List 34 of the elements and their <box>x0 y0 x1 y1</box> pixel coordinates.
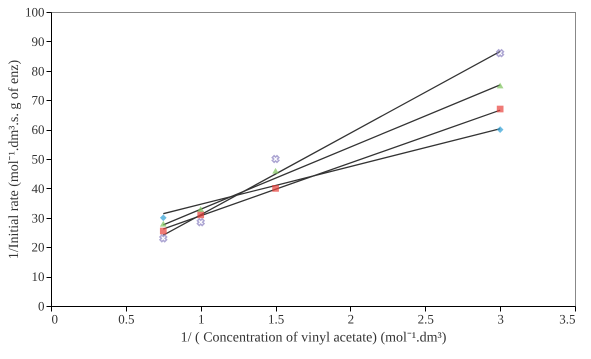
x-tick-label: 2 <box>348 312 354 326</box>
y-tick-label: 70 <box>32 92 44 108</box>
point <box>159 234 168 242</box>
y-tick-label: 50 <box>32 152 44 166</box>
point <box>496 49 504 58</box>
x-tick-label: 2.5 <box>418 312 434 326</box>
point <box>160 220 167 227</box>
x-axis-title: 1/ ( Concentration of vinyl acetate) (mol⁻¹.dm³) <box>180 330 447 346</box>
x-tick-label: 3 <box>497 312 504 326</box>
y-tick-label: 40 <box>32 180 44 196</box>
y-tick-label: 100 <box>25 4 44 20</box>
x-tick-label: 3.5 <box>559 312 576 326</box>
point <box>272 154 280 164</box>
x-tick-label: 0.5 <box>118 312 134 326</box>
x-tick-label: 1 <box>198 312 204 326</box>
point <box>496 126 504 133</box>
x-tick-label: 0 <box>52 312 58 326</box>
point <box>272 185 279 192</box>
point <box>160 214 167 222</box>
point <box>496 82 504 88</box>
y-tick-label: 30 <box>32 210 44 226</box>
y-tick-label: 60 <box>32 122 44 138</box>
x-tick-label: 1.5 <box>268 312 284 326</box>
y-axis-title: 1/Initial rate (mol⁻¹.dm³.s. g of enz) <box>7 60 22 260</box>
point <box>160 228 167 234</box>
y-tick-label: 0 <box>38 298 44 314</box>
point <box>197 206 204 212</box>
point <box>272 168 279 174</box>
y-tick-label: 20 <box>32 240 44 255</box>
point <box>496 106 504 112</box>
y-tick-label: 10 <box>32 269 44 284</box>
y-tick-label: 80 <box>32 63 44 78</box>
point <box>196 218 205 226</box>
y-tick-label: 90 <box>32 34 44 49</box>
